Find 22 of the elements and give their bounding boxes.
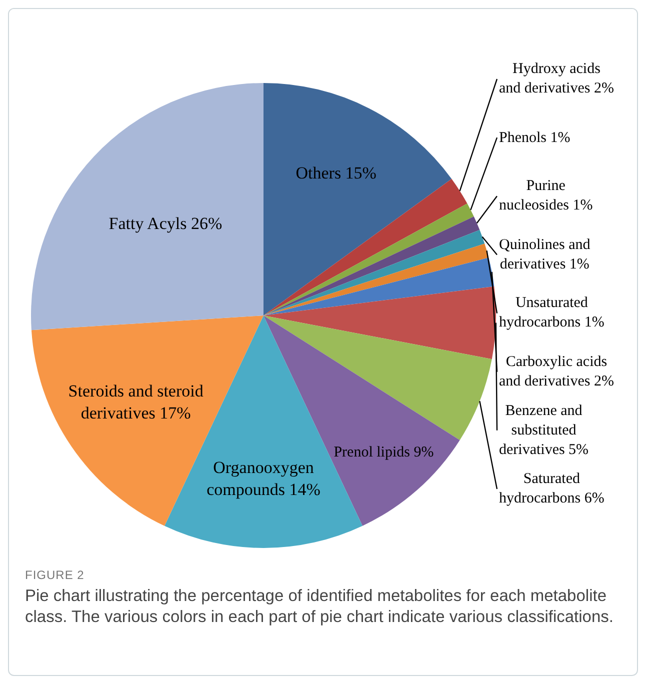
- slice-label: Fatty Acyls 26%: [108, 214, 222, 233]
- slice-label: Hydroxy acids and derivatives 2%: [499, 61, 614, 96]
- pie-slice: [264, 83, 452, 316]
- pie-slice: [264, 244, 489, 316]
- slice-label: Saturated hydrocarbons 6%: [499, 471, 604, 506]
- caption: FIGURE 2: [25, 568, 86, 582]
- slice-label: Quinolines and derivatives 1%: [499, 237, 591, 272]
- slice-label: Prenol lipids 9%: [334, 444, 434, 461]
- slice-label: Purine nucleosides 1%: [499, 178, 593, 214]
- pie-slice: [31, 83, 264, 330]
- pie-slice: [264, 178, 468, 316]
- pie-slice: [264, 316, 492, 440]
- slice-label: Steroids and steroid derivatives 17%: [68, 382, 204, 423]
- slice-label: Carboxylic acids and derivatives 2%: [499, 354, 614, 390]
- text: Pie chart illustrating the percentage of identified metabolites for each metabolite class. The various colors in each part of pie chart indicate various classifications.: [25, 586, 614, 628]
- slice-label: Phenols 1%: [499, 130, 570, 146]
- slice-label: Benzene and substituted derivatives 5%: [499, 403, 589, 458]
- pie-slice: [264, 286, 496, 360]
- slice-label: Organooxygen compounds 14%: [206, 458, 320, 500]
- pie-slice: [264, 258, 494, 316]
- slice-label: Unsaturated hydrocarbons 1%: [499, 295, 604, 330]
- slice-label: Others 15%: [296, 164, 376, 183]
